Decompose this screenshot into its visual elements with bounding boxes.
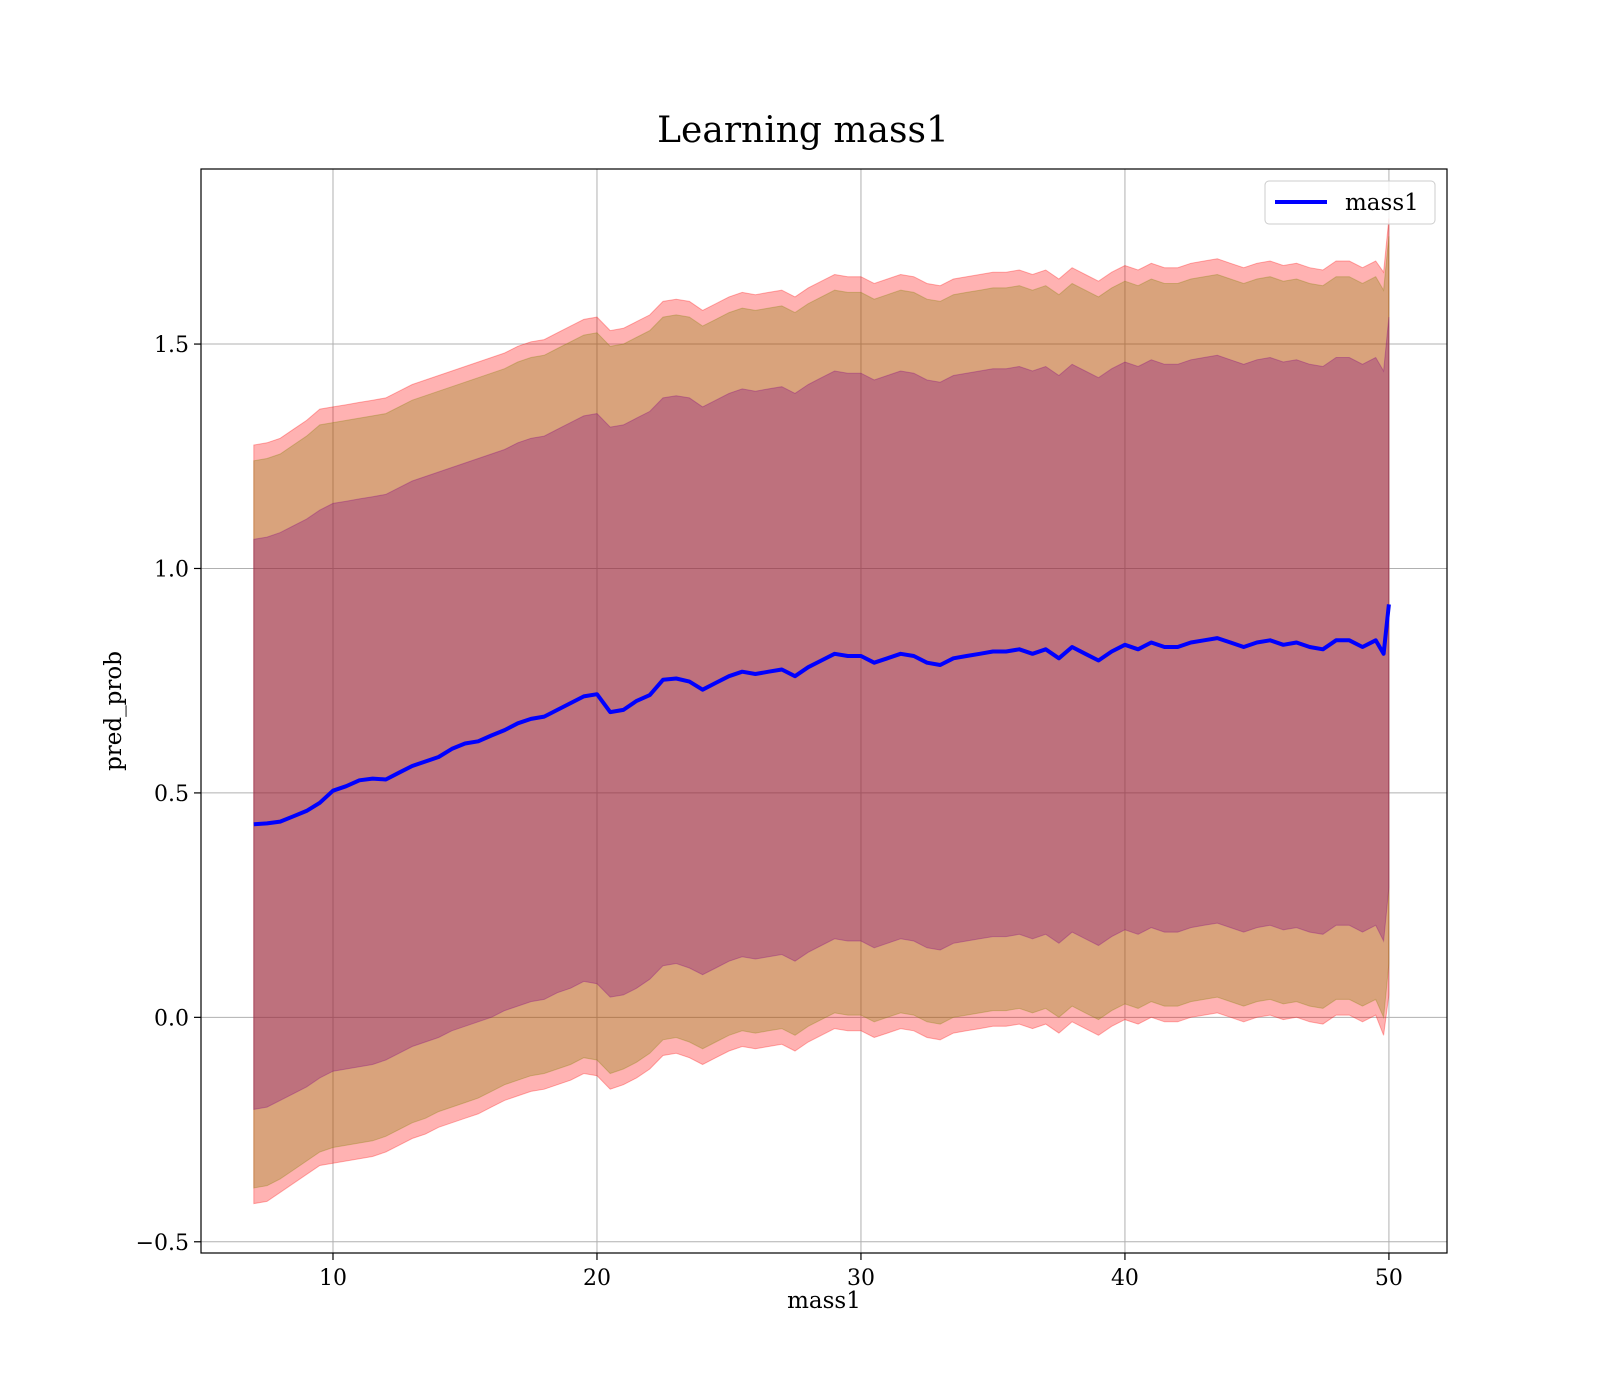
axis-ticks: 10 20 30 40 50 −0.5 0.0 0.5 1.0 1.5	[136, 333, 1403, 1291]
x-tick-label: 20	[583, 1266, 611, 1291]
confidence-bands	[253, 218, 1390, 1205]
x-axis-label: mass1	[787, 1288, 861, 1314]
confidence-band-2	[253, 236, 1390, 1189]
x-tick-label: 10	[319, 1266, 347, 1291]
y-axis-label: pred_prob	[101, 651, 127, 771]
x-tick-label: 40	[1111, 1266, 1139, 1291]
confidence-band-1	[253, 218, 1390, 1205]
confidence-band-3	[253, 317, 1390, 1110]
plot-frame	[200, 168, 1448, 1254]
chart-title: Learning mass1	[657, 110, 949, 151]
y-tick-label: 1.0	[154, 557, 189, 582]
grid	[201, 169, 1447, 1253]
x-tick-label: 30	[847, 1266, 875, 1291]
legend: mass1	[1264, 180, 1436, 225]
series-line-mass1	[253, 604, 1391, 827]
y-tick-label: 0.5	[154, 782, 189, 807]
legend-label-mass1: mass1	[1345, 190, 1419, 216]
y-tick-label: 1.5	[154, 333, 189, 358]
y-tick-label: 0.0	[154, 1006, 189, 1031]
y-tick-label: −0.5	[136, 1231, 189, 1256]
series-lines	[253, 604, 1391, 827]
x-tick-label: 50	[1375, 1266, 1403, 1291]
legend-box	[1264, 180, 1436, 225]
